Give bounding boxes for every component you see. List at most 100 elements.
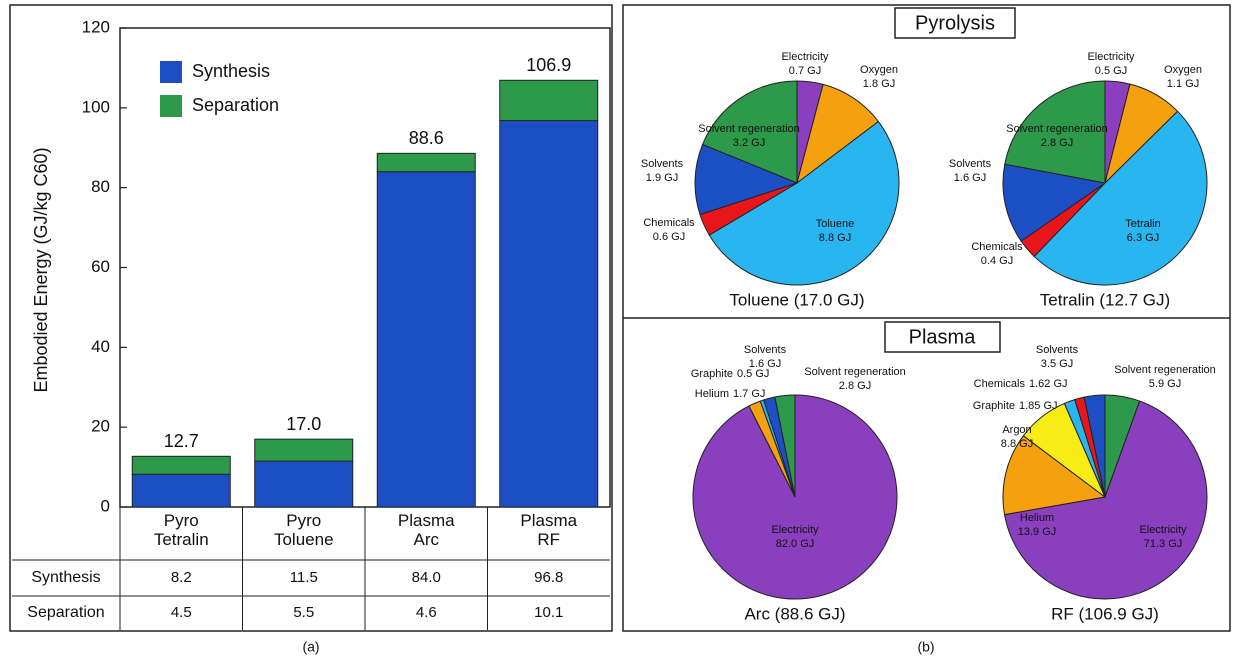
bar-segment — [254, 460, 354, 508]
slice-label: Solvent regeneration — [804, 366, 906, 378]
bar-segment — [499, 120, 599, 508]
bar-segment — [499, 79, 599, 122]
slice-value: 0.4 GJ — [981, 255, 1013, 267]
pie-slice — [1002, 163, 1107, 242]
bar-segment — [131, 473, 231, 508]
y-tick-label: 120 — [82, 17, 110, 36]
slice-label: Argon — [1002, 424, 1031, 436]
pie-slice — [1003, 400, 1208, 600]
table-cell: 4.5 — [171, 604, 192, 621]
bar-segment — [254, 438, 354, 462]
slice-label: Chemicals — [643, 217, 695, 229]
slice-label: Chemicals — [974, 378, 1026, 390]
legend-label: Separation — [192, 95, 279, 115]
slice-value: 1.62 GJ — [1029, 378, 1068, 390]
slice-value: 0.5 GJ — [737, 368, 769, 380]
slice-label: Chemicals — [971, 241, 1023, 253]
slice-value: 2.8 GJ — [839, 380, 871, 392]
slice-label: Oxygen — [1164, 64, 1202, 76]
total-label: 106.9 — [526, 55, 571, 75]
x-tick-label: Plasma Arc — [397, 511, 455, 549]
pie-slice — [1033, 110, 1208, 286]
slice-value: 2.8 GJ — [1041, 137, 1073, 149]
slice-value: 3.5 GJ — [1041, 358, 1073, 370]
legend-swatch — [160, 61, 182, 83]
x-tick-label-box: Plasma RF — [520, 511, 578, 549]
y-axis-label: Embodied Energy (GJ/kg C60) — [31, 147, 51, 392]
slice-label: Solvent regeneration — [698, 123, 800, 135]
bar-segment — [131, 455, 231, 475]
slice-value: 71.3 GJ — [1144, 538, 1183, 550]
section-box — [884, 321, 1001, 353]
slice-value: 8.8 GJ — [819, 232, 851, 244]
slice-value: 3.2 GJ — [733, 137, 765, 149]
slice-label: Solvents — [641, 158, 684, 170]
y-tick-label: 100 — [82, 97, 110, 116]
slice-label: Solvents — [1036, 344, 1079, 356]
table-cell: 5.5 — [293, 604, 314, 621]
slice-value: 1.9 GJ — [646, 172, 678, 184]
bar-segment — [376, 171, 476, 508]
slice-label: Solvent regeneration — [1114, 364, 1216, 376]
slice-label: Electricity — [781, 51, 829, 63]
slice-value: 6.3 GJ — [1127, 232, 1159, 244]
table-row-header: Separation — [27, 604, 104, 621]
total-label: 17.0 — [286, 414, 321, 434]
x-tick-label-box: Plasma Arc — [397, 511, 455, 549]
slice-value: 1.85 GJ — [1019, 400, 1058, 412]
y-tick-label: 20 — [91, 417, 110, 436]
x-tick-label: Pyro Tetralin — [153, 511, 209, 549]
slice-value: 8.8 GJ — [1001, 438, 1033, 450]
pie-slice — [708, 120, 900, 286]
section-box — [894, 7, 1016, 39]
total-label: 88.6 — [409, 128, 444, 148]
pie-slice — [1004, 80, 1106, 184]
table-cell: 84.0 — [412, 569, 441, 586]
table-cell: 11.5 — [290, 569, 318, 586]
pie-title: Toluene (17.0 GJ) — [729, 290, 864, 309]
slice-value: 1.8 GJ — [863, 78, 895, 90]
table-cell: 8.2 — [171, 569, 192, 586]
slice-value: 5.9 GJ — [1149, 378, 1181, 390]
table-row-header: Synthesis — [31, 569, 100, 586]
slice-label: Oxygen — [860, 64, 898, 76]
slice-value: 0.5 GJ — [1095, 65, 1127, 77]
bar-segment — [376, 152, 476, 173]
y-tick-label: 60 — [91, 257, 110, 276]
slice-value: 1.6 GJ — [954, 172, 986, 184]
pie-slice — [701, 80, 798, 184]
pie-title: Tetralin (12.7 GJ) — [1040, 290, 1170, 309]
slice-label: Tetralin — [1125, 218, 1160, 230]
slice-label: Solvents — [949, 158, 992, 170]
slice-value: 0.7 GJ — [789, 65, 821, 77]
slice-label: Electricity — [771, 524, 819, 536]
pie-slice — [694, 143, 799, 216]
slice-value: 1.1 GJ — [1167, 78, 1199, 90]
pie-slice — [796, 83, 880, 185]
slice-value: 82.0 GJ — [776, 538, 815, 550]
pie-title: Arc (88.6 GJ) — [744, 604, 845, 623]
slice-label: Graphite — [691, 368, 733, 380]
section-title: Pyrolysis — [915, 12, 995, 34]
slice-label: Graphite — [973, 400, 1015, 412]
pie-title: RF (106.9 GJ) — [1051, 604, 1159, 623]
section-title: Plasma — [909, 326, 977, 348]
x-tick-label-box: Pyro Tetralin — [153, 511, 209, 549]
pie-slice — [1083, 394, 1106, 498]
slice-label: Electricity — [1139, 524, 1187, 536]
caption: (a) — [302, 639, 319, 655]
panel-a-frame — [9, 4, 613, 632]
x-tick-label-box: Pyro Toluene — [274, 511, 334, 549]
slice-label: Solvent regeneration — [1006, 123, 1108, 135]
slice-value: 0.6 GJ — [653, 231, 685, 243]
legend-label: Synthesis — [192, 61, 270, 81]
x-tick-label: Plasma RF — [520, 511, 578, 549]
caption: (b) — [917, 639, 934, 655]
table-cell: 10.1 — [534, 604, 563, 621]
slice-value: 1.6 GJ — [749, 358, 781, 370]
slice-value: 13.9 GJ — [1018, 526, 1057, 538]
table-cell: 4.6 — [416, 604, 437, 621]
slice-label: Toluene — [816, 218, 855, 230]
total-label: 12.7 — [164, 431, 199, 451]
